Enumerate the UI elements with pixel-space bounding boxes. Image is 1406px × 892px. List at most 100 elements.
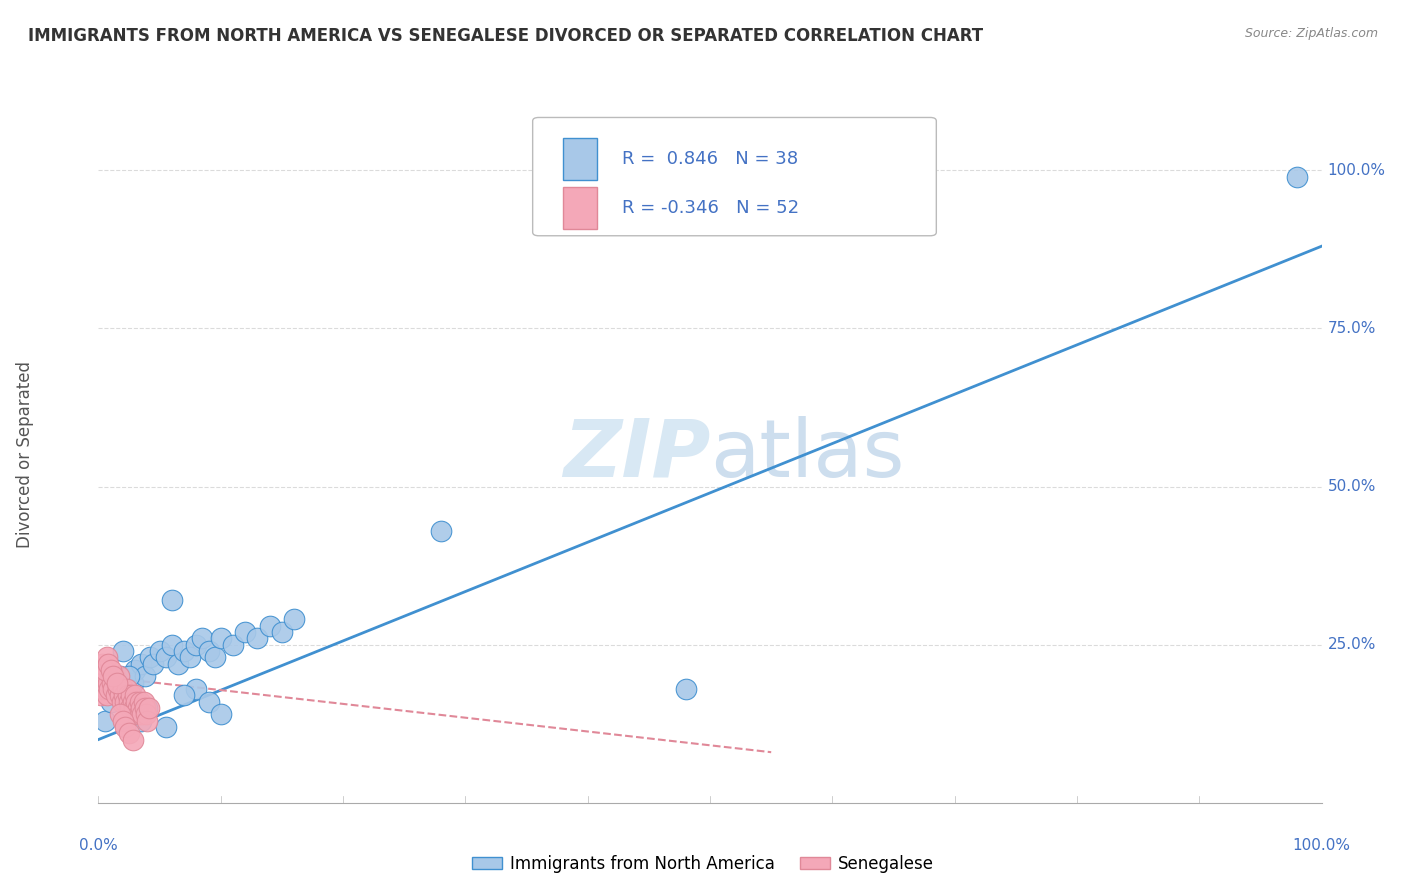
Point [111, 695, 134, 709]
Text: R = -0.346   N = 52: R = -0.346 N = 52 [621, 199, 799, 217]
Point [191, 632, 214, 646]
Point [101, 681, 124, 696]
Point [136, 714, 159, 728]
Text: Divorced or Separated: Divorced or Separated [15, 361, 34, 549]
Point [132, 695, 155, 709]
Point [259, 618, 281, 632]
Point [110, 669, 132, 683]
Point [100, 695, 122, 709]
Point [94, 681, 117, 696]
Point [110, 707, 132, 722]
Point [136, 701, 159, 715]
Point [93, 663, 115, 677]
Point [114, 695, 136, 709]
Text: 100.0%: 100.0% [1327, 163, 1386, 178]
Point [283, 612, 305, 626]
Point [118, 695, 141, 709]
Point [91, 681, 114, 696]
Point [112, 688, 135, 702]
Point [138, 701, 160, 715]
Point [124, 688, 146, 702]
Text: atlas: atlas [710, 416, 904, 494]
Point [209, 707, 232, 722]
Point [135, 707, 157, 722]
Point [103, 669, 125, 683]
Point [139, 650, 162, 665]
Point [121, 675, 143, 690]
Point [100, 669, 122, 683]
Text: 100.0%: 100.0% [1292, 838, 1351, 853]
Point [105, 675, 128, 690]
Point [134, 669, 156, 683]
Point [186, 638, 208, 652]
Point [204, 650, 226, 665]
Point [100, 663, 122, 677]
Point [125, 695, 148, 709]
Point [197, 695, 219, 709]
Point [197, 644, 219, 658]
Point [121, 732, 143, 747]
Point [134, 701, 156, 715]
Point [118, 726, 141, 740]
Point [122, 701, 145, 715]
Point [93, 714, 115, 728]
Point [96, 650, 118, 665]
Point [110, 688, 132, 702]
Point [111, 714, 134, 728]
FancyBboxPatch shape [564, 187, 598, 229]
Point [222, 638, 245, 652]
Point [179, 650, 201, 665]
Point [1286, 169, 1309, 184]
Point [173, 688, 195, 702]
Point [101, 669, 124, 683]
Point [142, 657, 165, 671]
Point [209, 632, 232, 646]
Point [129, 701, 152, 715]
Point [675, 681, 697, 696]
Point [97, 675, 120, 690]
Point [160, 638, 183, 652]
Point [121, 695, 143, 709]
Point [104, 688, 127, 702]
Point [270, 625, 294, 640]
Point [105, 675, 128, 690]
Point [111, 681, 134, 696]
Point [131, 707, 153, 722]
Text: 50.0%: 50.0% [1327, 479, 1376, 494]
Point [101, 675, 124, 690]
Point [115, 681, 138, 696]
Point [160, 593, 183, 607]
Legend: Immigrants from North America, Senegalese: Immigrants from North America, Senegales… [465, 848, 941, 880]
Point [105, 681, 128, 696]
Point [91, 675, 114, 690]
Point [97, 657, 120, 671]
Text: ZIP: ZIP [562, 416, 710, 494]
Point [114, 688, 136, 702]
Point [124, 663, 146, 677]
Point [173, 644, 195, 658]
Point [120, 688, 142, 702]
Point [167, 657, 190, 671]
Point [129, 714, 152, 728]
Point [111, 644, 134, 658]
Point [155, 720, 177, 734]
Point [117, 688, 139, 702]
Point [91, 657, 114, 671]
Point [430, 524, 453, 538]
FancyBboxPatch shape [533, 118, 936, 235]
Text: IMMIGRANTS FROM NORTH AMERICA VS SENEGALESE DIVORCED OR SEPARATED CORRELATION CH: IMMIGRANTS FROM NORTH AMERICA VS SENEGAL… [28, 27, 983, 45]
FancyBboxPatch shape [564, 138, 598, 180]
Point [90, 688, 112, 702]
Point [155, 650, 177, 665]
Point [118, 669, 141, 683]
Point [127, 701, 149, 715]
Text: 0.0%: 0.0% [79, 838, 118, 853]
Point [246, 632, 269, 646]
Point [107, 681, 129, 696]
Point [129, 695, 152, 709]
Point [186, 681, 208, 696]
Text: Source: ZipAtlas.com: Source: ZipAtlas.com [1244, 27, 1378, 40]
Point [96, 688, 118, 702]
Point [93, 669, 115, 683]
Point [120, 701, 142, 715]
